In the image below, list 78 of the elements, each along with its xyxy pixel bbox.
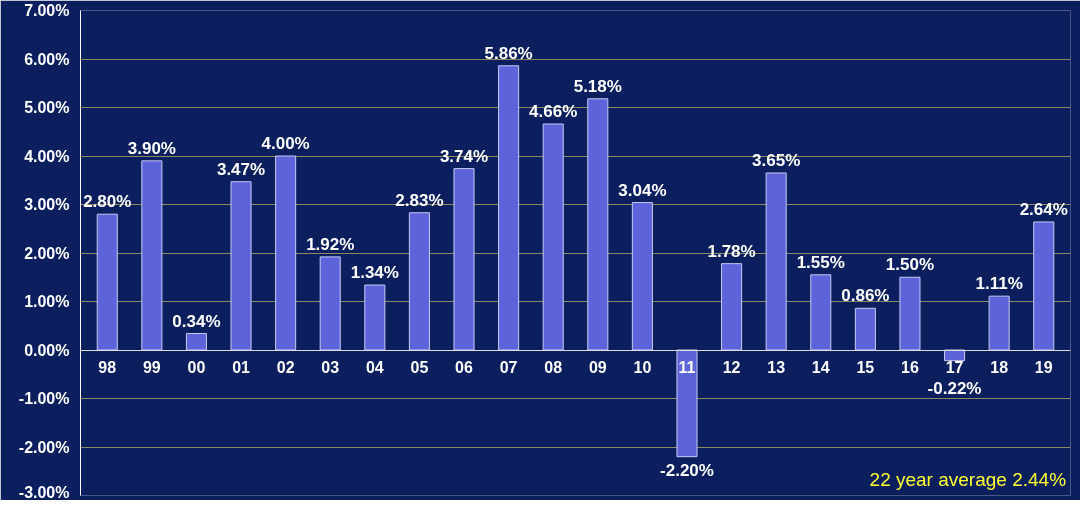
bar (185, 333, 207, 351)
bar (1033, 221, 1055, 351)
data-label: 1.11% (975, 274, 1023, 294)
bar (899, 276, 921, 351)
data-label: 1.50% (885, 255, 935, 275)
x-tick-label: 10 (633, 359, 652, 376)
bar (587, 98, 609, 351)
x-tick-label: 17 (945, 359, 964, 376)
x-tick-label: 07 (499, 359, 518, 376)
y-tick-label: -2.00% (18, 438, 70, 456)
annotation: 22 year average 2.44% (869, 468, 1067, 490)
y-tick-label: 3.00% (24, 196, 70, 213)
data-label: 1.55% (796, 252, 845, 272)
bar (854, 307, 876, 351)
x-tick-label: 14 (811, 359, 830, 376)
x-tick-label: 04 (365, 359, 384, 376)
x-tick-label: 09 (588, 359, 607, 376)
data-label: 3.47% (216, 159, 266, 179)
x-tick-label: 12 (722, 359, 741, 376)
data-label: -2.20% (660, 460, 714, 480)
data-label: 5.18% (573, 76, 622, 96)
data-label: 1.78% (707, 241, 756, 261)
bar (408, 212, 430, 351)
x-tick-label: 06 (455, 359, 474, 376)
x-tick-label: 13 (767, 359, 786, 376)
y-tick-label: 5.00% (24, 99, 70, 116)
x-tick-label: 01 (232, 359, 251, 376)
data-label: 3.90% (127, 138, 176, 158)
bar (765, 172, 787, 351)
bar (988, 295, 1010, 351)
data-label: 3.65% (752, 150, 801, 170)
data-label: 2.64% (1019, 199, 1068, 219)
bar (721, 263, 743, 351)
data-label: 3.74% (439, 146, 489, 166)
y-tick-label: 7.00% (24, 2, 70, 19)
bar (230, 181, 252, 351)
x-tick-label: 00 (187, 359, 206, 376)
y-tick-label: 6.00% (24, 50, 70, 68)
bar (542, 123, 564, 351)
data-label: 4.00% (261, 134, 310, 153)
y-tick-label: 4.00% (24, 147, 70, 165)
x-tick-label: 03 (321, 359, 340, 376)
bar (364, 284, 386, 351)
x-tick-label: 98 (98, 359, 117, 376)
data-label: 2.83% (395, 190, 444, 210)
bar (275, 155, 297, 351)
data-label: 1.34% (350, 263, 399, 283)
data-label: -0.22% (927, 378, 982, 398)
x-tick-label: 19 (1034, 359, 1053, 376)
data-label: 3.04% (618, 180, 667, 200)
data-label: 4.66% (529, 101, 578, 121)
y-tick-label: -1.00% (18, 390, 70, 407)
data-label: 0.34% (172, 311, 221, 331)
bar (810, 274, 832, 351)
bar (96, 213, 118, 351)
bar (453, 168, 475, 351)
data-label: 2.80% (83, 192, 132, 212)
x-tick-label: 16 (901, 359, 919, 376)
x-tick-label: 15 (856, 359, 875, 376)
bar (141, 160, 163, 351)
y-tick-label: 1.00% (24, 293, 70, 310)
data-label: 0.86% (841, 286, 890, 306)
bar (631, 202, 653, 351)
data-label: 1.92% (306, 234, 355, 254)
x-tick-label: 08 (544, 359, 563, 376)
x-tick-label: 11 (678, 359, 696, 376)
x-tick-label: 99 (142, 359, 161, 376)
x-tick-label: 05 (410, 359, 429, 376)
x-tick-label: 02 (276, 359, 295, 376)
bar (498, 65, 520, 351)
y-tick-label: -3.00% (18, 483, 70, 501)
data-label: 5.86% (484, 43, 533, 63)
bar (944, 349, 966, 362)
y-tick-label: 0.00% (24, 341, 70, 359)
y-tick-label: 2.00% (24, 244, 70, 262)
x-tick-label: 18 (990, 359, 1009, 376)
bar (676, 349, 698, 458)
bar (319, 256, 341, 351)
